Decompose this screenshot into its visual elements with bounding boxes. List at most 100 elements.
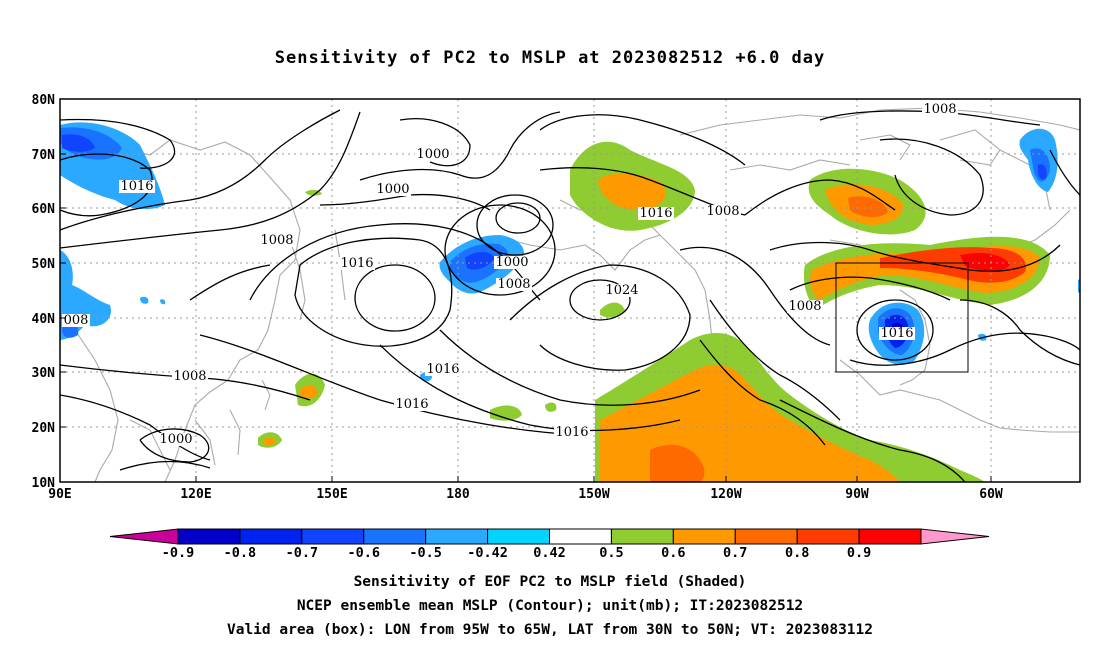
- colorbar-bin: [610, 528, 674, 545]
- isobar-label-1016-atlantic: 1016: [880, 326, 913, 341]
- shade-positive-mexico-red: [650, 444, 705, 482]
- colorbar-extend-low: [109, 528, 179, 545]
- isobar-label-background: [604, 284, 640, 297]
- caption-contour: NCEP ensemble mean MSLP (Contour); unit(…: [296, 598, 804, 614]
- colorbar-tick-label: -0.8: [224, 545, 257, 561]
- colorbar-tick-label: -0.9: [162, 545, 195, 561]
- shade-negative-greenland-3: [1038, 164, 1047, 180]
- isobar-label-1016-west-pacific: 1016: [340, 256, 373, 271]
- colorbar-bin: [177, 528, 241, 545]
- lat-tick-label: 20N: [32, 421, 56, 436]
- mslp-contours: [60, 109, 1080, 482]
- colorbar-extend-high: [920, 528, 990, 545]
- colorbar-tick-label: 0.42: [533, 545, 566, 561]
- colorbar-bin: [796, 528, 860, 545]
- colorbar-bin: [363, 528, 427, 545]
- map-frame: [59, 98, 1081, 483]
- isobar-label-background: [922, 103, 958, 116]
- lon-tick-label: 150E: [316, 487, 347, 502]
- colorbar-tick-label: 0.9: [847, 545, 871, 561]
- colorbar-tick-label: -0.5: [409, 545, 442, 561]
- isobar-label-background: [339, 257, 375, 270]
- colorbar-tick-label: -0.42: [467, 545, 508, 561]
- isobar-label-background: [425, 363, 461, 376]
- isobar-label-background: [554, 426, 590, 439]
- isobar-label-background: [375, 183, 411, 196]
- shade-positive-wp2: [300, 384, 318, 399]
- caption-valid-area: Valid area (box): LON from 95W to 65W, L…: [226, 622, 873, 638]
- colorbar-bin: [672, 528, 736, 545]
- isobar-label-008-west-edge: 008: [64, 313, 89, 328]
- colorbar-tick-label: 0.8: [785, 545, 809, 561]
- lat-tick-label: 30N: [32, 366, 56, 381]
- isobar-label-1000-south-china-sea: 1000: [159, 432, 192, 447]
- shade-positive-canada-core: [960, 253, 1010, 272]
- isobar-label-background: [158, 433, 194, 446]
- valid-area-box: [835, 262, 969, 373]
- lat-tick-label: 40N: [32, 312, 56, 327]
- lon-tick-label: 90W: [845, 487, 869, 502]
- latitude-axis: 80N 70N 60N 50N 40N 30N 20N 10N: [32, 93, 56, 491]
- lon-tick-label: 180: [446, 487, 470, 502]
- shade-positive-alaska-core: [598, 173, 666, 211]
- isobar-label-1000-north-pacific: 1000: [416, 147, 449, 162]
- isobar-label-1008-south-asia: 1008: [173, 369, 206, 384]
- lon-tick-label: 120W: [710, 487, 741, 502]
- lat-tick-label: 10N: [32, 476, 56, 491]
- shade-negative-bering-3: [465, 252, 495, 270]
- isobar-label-1016-east-pacific: 1016: [555, 425, 588, 440]
- isobar-label-background: [638, 207, 674, 220]
- lat-tick-label: 70N: [32, 148, 56, 163]
- colorbar-tick-label: -0.7: [286, 545, 319, 561]
- shade-positive-central-pacific: [600, 302, 625, 318]
- shade-positive-east-pacific: [490, 405, 522, 421]
- isobar-label-1008-canada: 1008: [706, 204, 739, 219]
- isobar-label-background: [705, 205, 741, 218]
- isobar-label-background: [496, 278, 532, 291]
- isobar-label-1000-low-center: 1000: [495, 255, 528, 270]
- colorbar-bin: [301, 528, 365, 545]
- colorbar-tick-label: 0.5: [599, 545, 623, 561]
- isobar-label-background: [119, 180, 155, 193]
- isobar-label-1016-pacific-south: 1016: [426, 362, 459, 377]
- colorbar-bin: [487, 528, 551, 545]
- graticule: [60, 99, 1080, 482]
- shade-positive-atlantic-small: [545, 402, 557, 412]
- lat-tick-label: 80N: [32, 93, 56, 108]
- isobar-label-1008-low: 1008: [497, 277, 530, 292]
- colorbar: -0.9 -0.8 -0.7 -0.6 -0.5 -0.42 0.42 0.5 0.6 0.7 0.…: [109, 528, 990, 561]
- isobar-label-1016-central-pacific: 1016: [395, 397, 428, 412]
- caption-shaded: Sensitivity of EOF PC2 to MSLP field (Sh…: [353, 574, 747, 590]
- shade-positive-hudson-inner: [848, 196, 888, 218]
- lon-tick-label: 120E: [180, 487, 211, 502]
- tick-marks: [59, 98, 992, 483]
- colorbar-bin: [425, 528, 489, 545]
- isobar-label-background: [415, 148, 451, 161]
- isobar-label-1016-siberia: 1016: [120, 179, 153, 194]
- isobar-label-1016-gulf-alaska: 1016: [639, 206, 672, 221]
- isobar-label-1008-great-plains: 1008: [788, 299, 821, 314]
- isobar-label-1000-bering: 1000: [376, 182, 409, 197]
- shade-negative-small-1: [140, 296, 149, 304]
- colorbar-bin: [858, 528, 922, 545]
- isobar-label-background: [787, 300, 823, 313]
- colorbar-bin: [549, 528, 612, 545]
- colorbar-bin: [734, 528, 798, 545]
- lat-tick-label: 60N: [32, 202, 56, 217]
- lat-tick-label: 50N: [32, 257, 56, 272]
- contour-labels: 1008 1000 1000 1016 1008 1016 1000 1008 1016 1008…: [62, 102, 958, 447]
- isobar-label-background: [394, 398, 430, 411]
- longitude-axis: 90E 120E 150E 180 150W 120W 90W 60W: [48, 487, 1003, 502]
- isobar-label-background: [62, 314, 90, 327]
- isobar-label-background: [494, 256, 530, 269]
- colorbar-tick-label: 0.6: [661, 545, 685, 561]
- shade-negative-northwest-3: [62, 134, 95, 152]
- lon-tick-label: 150W: [578, 487, 609, 502]
- isobar-label-background: [879, 327, 915, 340]
- colorbar-tick-label: 0.7: [723, 545, 747, 561]
- isobar-label-background: [259, 234, 295, 247]
- colorbar-bin: [239, 528, 303, 545]
- lon-tick-label: 90E: [48, 487, 71, 502]
- lon-tick-label: 60W: [979, 487, 1003, 502]
